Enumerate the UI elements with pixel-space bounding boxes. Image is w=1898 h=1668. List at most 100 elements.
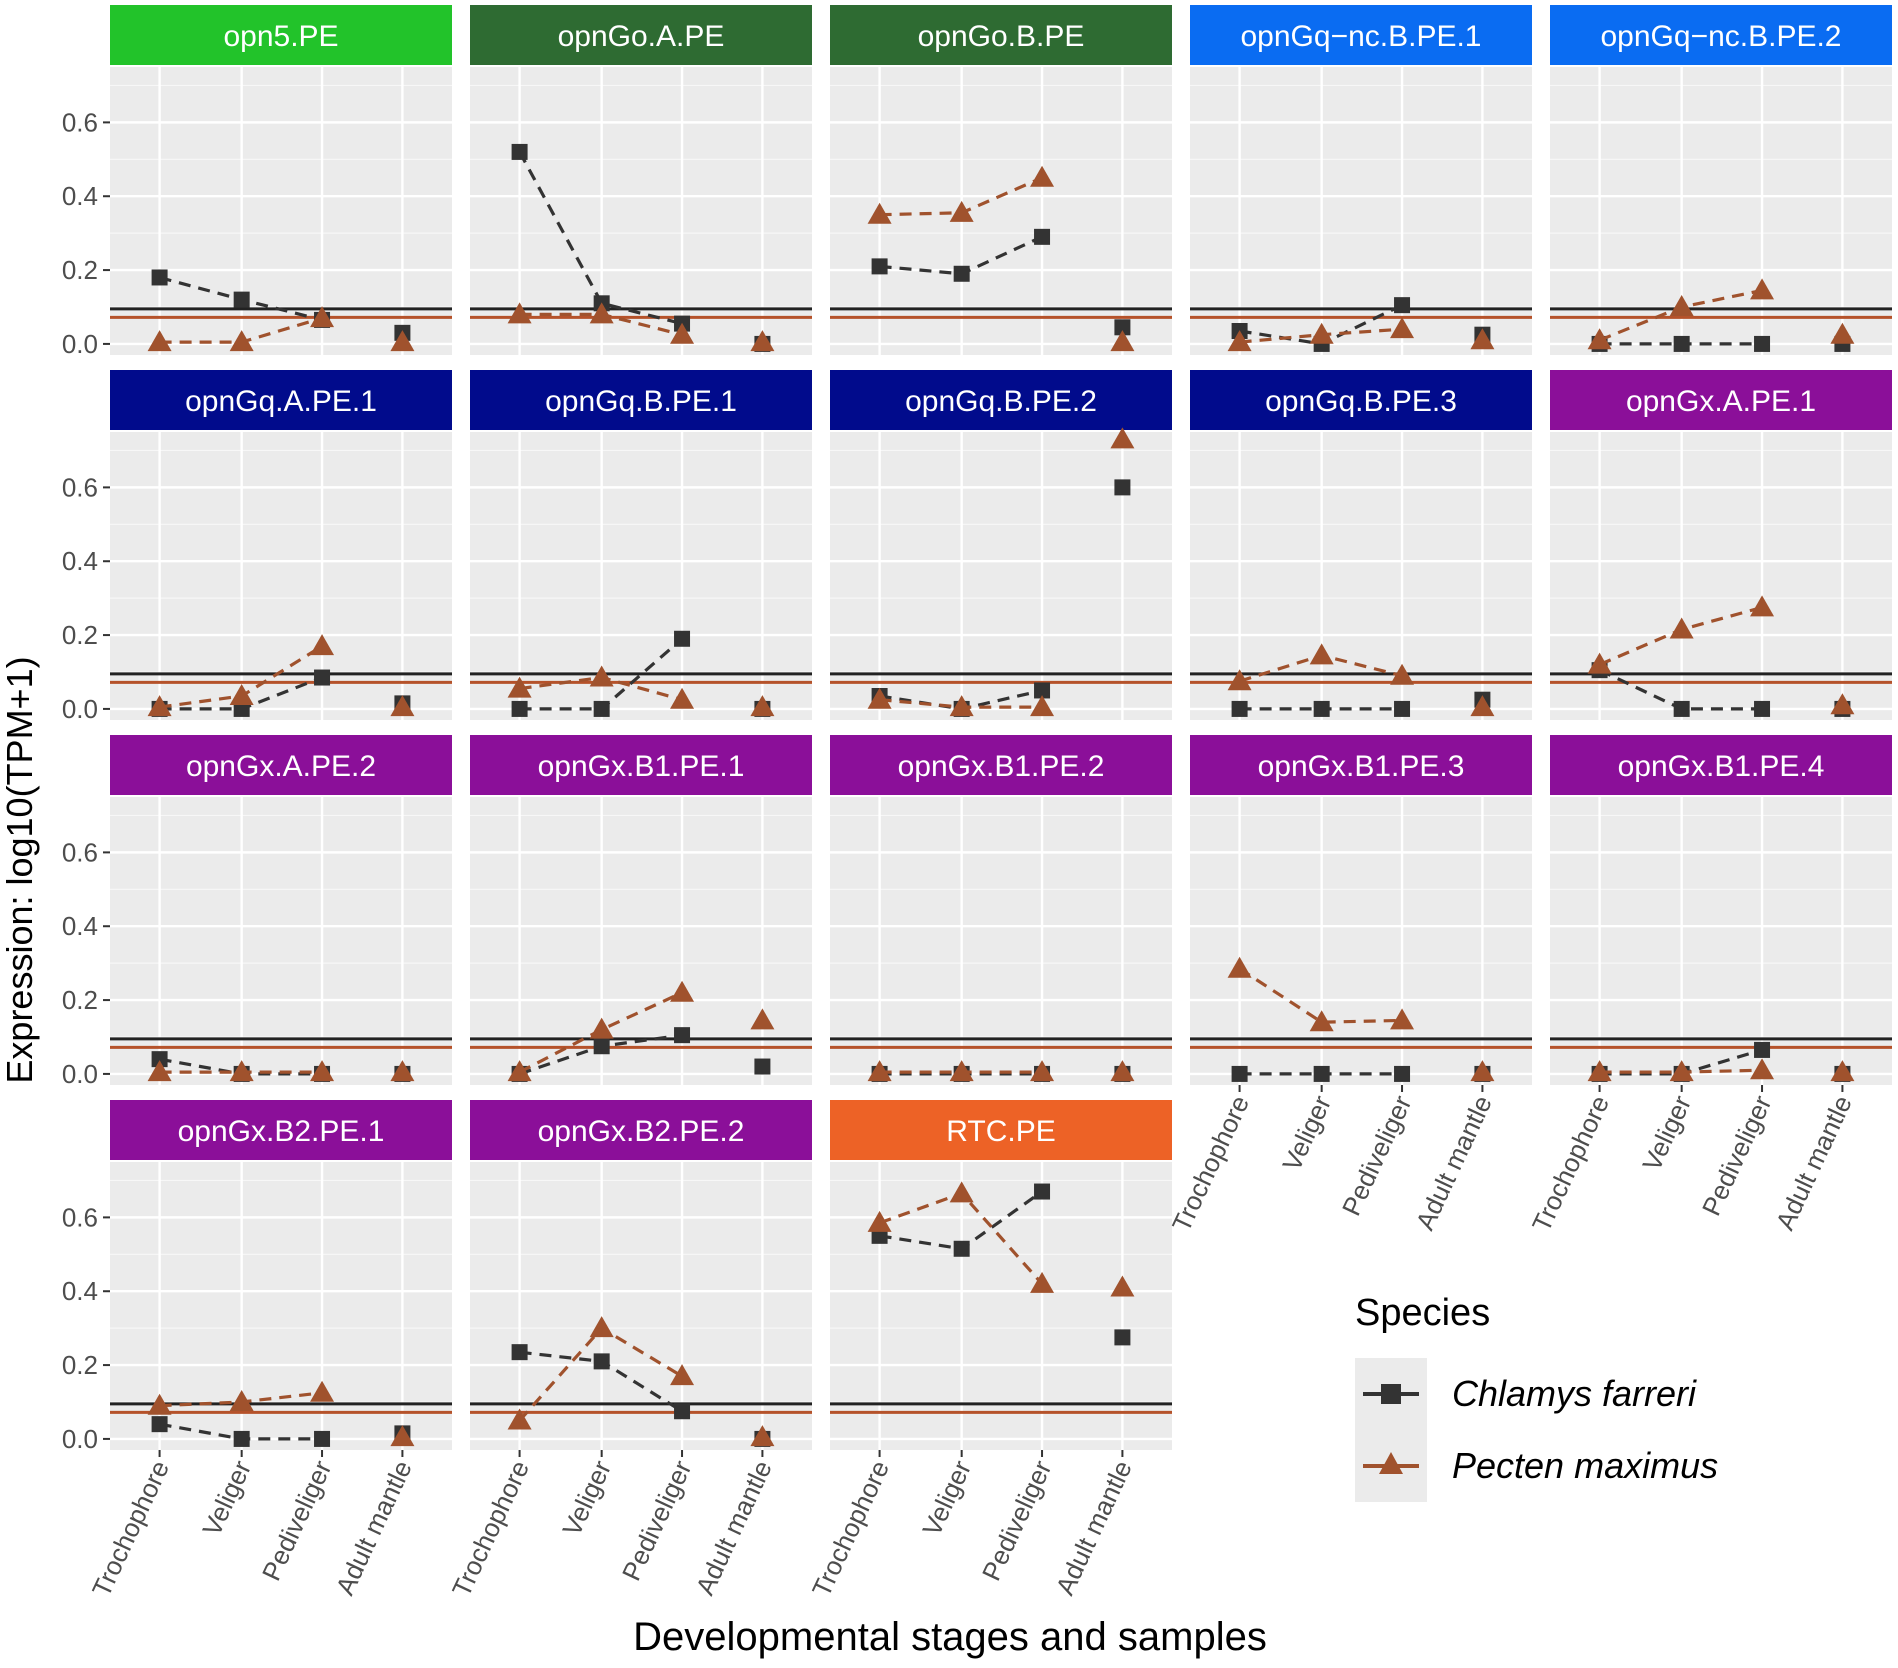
data-point-pecten-maximus-adult-mantle: [1110, 330, 1135, 352]
panel-opn5-pe: opn5.PE: [110, 5, 452, 355]
data-point-chlamys-farreri-veliger: [1673, 335, 1690, 352]
data-point-pecten-maximus-trochophore: [1227, 330, 1252, 352]
panel-bg-opngx-b2-pe-2: [470, 1162, 812, 1450]
panel-opngx-b1-pe-3: opnGx.B1.PE.3: [1190, 735, 1532, 1085]
data-point-chlamys-farreri-adult-mantle: [1114, 319, 1131, 336]
data-point-chlamys-farreri-trochophore: [511, 143, 528, 160]
x-tick-label-veliger: Veliger: [1276, 1091, 1337, 1176]
panel-title-opngx-b1-pe-4: opnGx.B1.PE.4: [1618, 750, 1825, 783]
x-tick-label-veliger: Veliger: [196, 1456, 257, 1541]
data-point-chlamys-farreri-trochophore: [511, 700, 528, 717]
y-tick-label: 0.0: [62, 694, 98, 724]
panel-strip-opngq-nc-b-pe-1: [1190, 5, 1532, 65]
y-tick-label: 0.6: [62, 837, 98, 867]
panel-bg-opngx-a-pe-2: [110, 797, 452, 1085]
panel-opngx-b1-pe-4: opnGx.B1.PE.4: [1550, 735, 1892, 1085]
data-point-chlamys-farreri-veliger: [953, 1240, 970, 1257]
panel-title-opngq-nc-b-pe-1: opnGq−nc.B.PE.1: [1241, 20, 1482, 53]
data-point-chlamys-farreri-pediveliger: [1034, 228, 1051, 245]
x-tick-label-trochophore: Trochophore: [1526, 1091, 1615, 1236]
panel-strip-opngx-a-pe-2: [110, 735, 452, 795]
data-point-pecten-maximus-veliger: [1309, 1010, 1334, 1032]
data-point-pecten-maximus-pediveliger: [1390, 317, 1415, 339]
data-point-pecten-maximus-trochophore: [147, 1393, 172, 1415]
panel-opngo-b-pe: opnGo.B.PE: [830, 5, 1172, 355]
data-point-pecten-maximus-adult-mantle: [390, 1060, 415, 1082]
data-point-chlamys-farreri-adult-mantle: [1114, 1329, 1131, 1346]
panel-bg-opngx-b1-pe-3: [1190, 797, 1532, 1085]
data-point-pecten-maximus-pediveliger: [670, 980, 695, 1002]
x-tick-label-adult-mantle: Adult mantle: [1410, 1091, 1498, 1235]
data-point-pecten-maximus-pediveliger: [310, 634, 335, 656]
panel-title-opngx-b2-pe-2: opnGx.B2.PE.2: [538, 1115, 745, 1148]
panel-rtc-pe: RTC.PE: [830, 1100, 1172, 1450]
panel-title-opngx-b1-pe-3: opnGx.B1.PE.3: [1258, 750, 1465, 783]
data-point-pecten-maximus-pediveliger: [1390, 663, 1415, 685]
panel-opngx-b2-pe-2: opnGx.B2.PE.2: [470, 1100, 812, 1450]
data-point-pecten-maximus-veliger: [589, 665, 614, 687]
panel-title-opngq-b-pe-3: opnGq.B.PE.3: [1265, 385, 1457, 418]
data-point-pecten-maximus-veliger: [1309, 322, 1334, 344]
data-point-pecten-maximus-adult-mantle: [1110, 1275, 1135, 1297]
panel-bg-opngq-b-pe-2: [830, 432, 1172, 720]
data-point-pecten-maximus-trochophore: [147, 330, 172, 352]
data-point-chlamys-farreri-pediveliger: [1394, 1065, 1411, 1082]
panel-strip-opngq-b-pe-3: [1190, 370, 1532, 430]
data-point-pecten-maximus-adult-mantle: [1110, 427, 1135, 449]
panel-strip-opngq-a-pe-1: [110, 370, 452, 430]
y-tick-label: 0.0: [62, 1424, 98, 1454]
panel-bg-opngq-a-pe-1: [110, 432, 452, 720]
x-tick-label-pediveliger: Pediveliger: [976, 1456, 1058, 1586]
data-point-pecten-maximus-trochophore: [867, 202, 892, 224]
data-point-chlamys-farreri-pediveliger: [1394, 297, 1411, 314]
series-line-pecten-maximus: [1238, 967, 1403, 1024]
panel-bg-opngx-b1-pe-4: [1550, 797, 1892, 1085]
y-tick-label: 0.2: [62, 985, 98, 1015]
data-point-pecten-maximus-trochophore: [1227, 956, 1252, 978]
y-tick-label: 0.0: [62, 1059, 98, 1089]
y-tick-label: 0.6: [62, 1202, 98, 1232]
y-tick-label: 0.2: [62, 620, 98, 650]
panel-title-opngx-a-pe-1: opnGx.A.PE.1: [1626, 385, 1816, 418]
data-point-pecten-maximus-veliger: [589, 1316, 614, 1338]
data-point-chlamys-farreri-pediveliger: [314, 669, 331, 686]
data-point-pecten-maximus-veliger: [949, 695, 974, 717]
data-point-pecten-maximus-veliger: [1309, 643, 1334, 665]
y-axes-layer: 0.0 0.2 0.4 0.6 0.0 0.2 0.4 0.6 0.0 0.2 0.4 0.6 0.0 0…: [62, 107, 110, 1454]
legend-label-pecten: Pecten maximus: [1452, 1445, 1718, 1486]
panel-title-opngo-a-pe: opnGo.A.PE: [558, 20, 725, 53]
data-point-pecten-maximus-adult-mantle: [1470, 695, 1495, 717]
x-tick-label-veliger: Veliger: [556, 1456, 617, 1541]
data-point-chlamys-farreri-veliger: [593, 1038, 610, 1055]
data-point-pecten-maximus-trochophore: [867, 1210, 892, 1232]
data-point-chlamys-farreri-trochophore: [511, 1344, 528, 1361]
data-point-pecten-maximus-pediveliger: [1030, 1271, 1055, 1293]
panel-title-rtc-pe: RTC.PE: [946, 1115, 1055, 1148]
data-point-chlamys-farreri-trochophore: [1231, 700, 1248, 717]
data-point-chlamys-farreri-pediveliger: [1394, 700, 1411, 717]
panel-bg-opngx-b1-pe-2: [830, 797, 1172, 1085]
panel-opngx-b1-pe-2: opnGx.B1.PE.2: [830, 735, 1172, 1085]
series-line-pecten-maximus: [518, 991, 683, 1074]
data-point-pecten-maximus-pediveliger: [1030, 695, 1055, 717]
x-tick-label-trochophore: Trochophore: [446, 1456, 535, 1601]
data-point-chlamys-farreri-veliger: [593, 1353, 610, 1370]
x-tick-label-adult-mantle: Adult mantle: [1050, 1456, 1138, 1600]
data-point-pecten-maximus-pediveliger: [670, 322, 695, 344]
data-point-pecten-maximus-adult-mantle: [750, 695, 775, 717]
x-tick-label-adult-mantle: Adult mantle: [1770, 1091, 1858, 1235]
data-point-pecten-maximus-trochophore: [147, 695, 172, 717]
panel-title-opngq-a-pe-1: opnGq.A.PE.1: [185, 385, 377, 418]
legend: Species Chlamys farreri Pecten maximus: [1355, 1292, 1718, 1502]
data-point-pecten-maximus-veliger: [1669, 1060, 1694, 1082]
data-point-chlamys-farreri-pediveliger: [674, 1027, 691, 1044]
panel-title-opngx-b1-pe-2: opnGx.B1.PE.2: [898, 750, 1105, 783]
data-point-pecten-maximus-pediveliger: [1750, 278, 1775, 300]
data-point-pecten-maximus-veliger: [589, 302, 614, 324]
x-tick-label-pediveliger: Pediveliger: [256, 1456, 338, 1586]
panel-title-opngo-b-pe: opnGo.B.PE: [918, 20, 1085, 53]
data-point-chlamys-farreri-adult-mantle: [1114, 479, 1131, 496]
data-point-pecten-maximus-pediveliger: [310, 306, 335, 328]
data-point-pecten-maximus-pediveliger: [670, 1364, 695, 1386]
panels-layer: opn5.PE opnGo.A.PE opnGo.B.PE opnGq−nc.B.PE…: [110, 5, 1892, 1450]
